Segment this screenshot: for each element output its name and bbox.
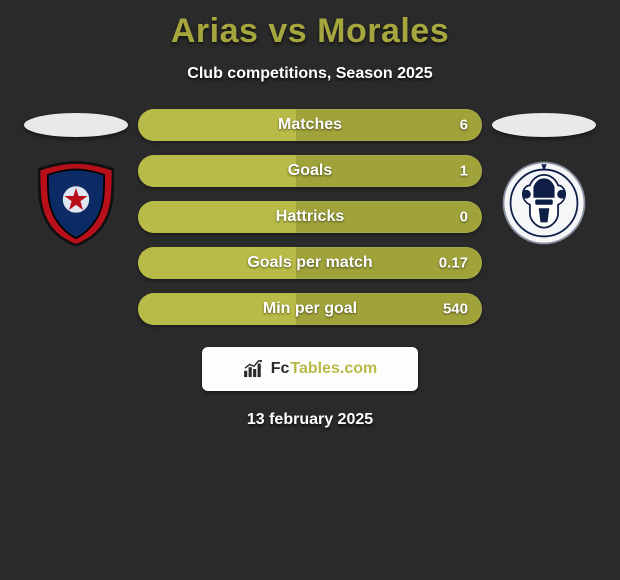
left-side xyxy=(16,109,136,247)
brand-text: FcTables.com xyxy=(271,360,378,378)
stat-label: Matches xyxy=(278,116,342,134)
brand-prefix: Fc xyxy=(271,360,290,377)
stat-fill xyxy=(138,201,296,233)
stat-fill xyxy=(138,109,296,141)
main-row: Matches 6 Goals 1 Hattricks 0 Goals per … xyxy=(0,109,620,325)
stat-fill xyxy=(138,155,296,187)
subtitle: Club competitions, Season 2025 xyxy=(187,65,432,83)
stat-row-matches: Matches 6 xyxy=(138,109,482,141)
stat-label: Goals per match xyxy=(247,254,372,272)
stat-label: Min per goal xyxy=(263,300,357,318)
stat-value: 0 xyxy=(460,209,468,226)
stat-label: Hattricks xyxy=(276,208,344,226)
san-lorenzo-crest-icon xyxy=(28,159,124,247)
stat-row-goals: Goals 1 xyxy=(138,155,482,187)
brand-link[interactable]: FcTables.com xyxy=(202,347,418,391)
bar-chart-icon xyxy=(243,360,265,378)
stat-value: 540 xyxy=(443,301,468,318)
stat-value: 1 xyxy=(460,163,468,180)
widget-container: Arias vs Morales Club competitions, Seas… xyxy=(0,0,620,429)
brand-suffix: Tables.com xyxy=(290,360,377,377)
stat-value: 6 xyxy=(460,117,468,134)
stat-row-hattricks: Hattricks 0 xyxy=(138,201,482,233)
stat-value: 0.17 xyxy=(439,255,468,272)
right-side xyxy=(484,109,604,247)
stat-row-gpm: Goals per match 0.17 xyxy=(138,247,482,279)
stat-row-mpg: Min per goal 540 xyxy=(138,293,482,325)
gimnasia-crest-icon xyxy=(496,159,592,247)
player-ellipse-right xyxy=(492,113,596,137)
stat-label: Goals xyxy=(288,162,332,180)
player-ellipse-left xyxy=(24,113,128,137)
stats-column: Matches 6 Goals 1 Hattricks 0 Goals per … xyxy=(136,109,484,325)
right-crest xyxy=(495,159,593,247)
footer-date: 13 february 2025 xyxy=(247,411,373,429)
left-crest xyxy=(27,159,125,247)
page-title: Arias vs Morales xyxy=(171,12,449,51)
